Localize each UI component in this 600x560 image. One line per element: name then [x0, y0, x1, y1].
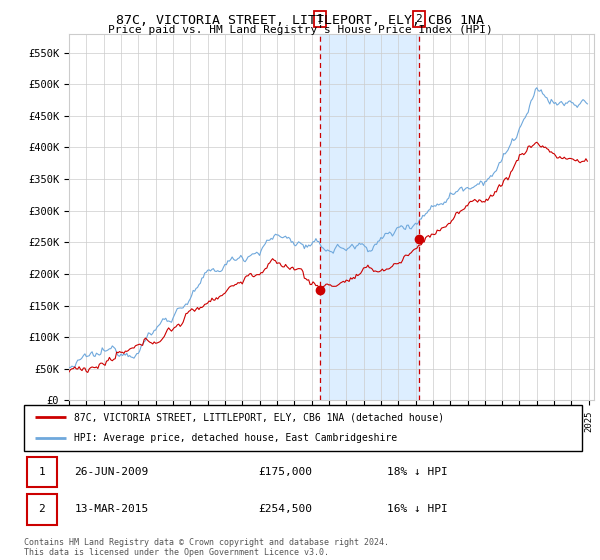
- Text: HPI: Average price, detached house, East Cambridgeshire: HPI: Average price, detached house, East…: [74, 433, 397, 444]
- Text: Price paid vs. HM Land Registry's House Price Index (HPI): Price paid vs. HM Land Registry's House …: [107, 25, 493, 35]
- Bar: [27, 494, 58, 525]
- Text: 1: 1: [38, 467, 45, 477]
- Text: £254,500: £254,500: [259, 505, 313, 514]
- Text: 87C, VICTORIA STREET, LITTLEPORT, ELY, CB6 1NA (detached house): 87C, VICTORIA STREET, LITTLEPORT, ELY, C…: [74, 412, 445, 422]
- Text: 2: 2: [415, 14, 422, 24]
- Text: 16% ↓ HPI: 16% ↓ HPI: [387, 505, 448, 514]
- Text: 2: 2: [38, 505, 45, 514]
- Bar: [27, 456, 58, 487]
- Bar: [320, 34, 419, 400]
- Text: £175,000: £175,000: [259, 467, 313, 477]
- Text: 26-JUN-2009: 26-JUN-2009: [74, 467, 148, 477]
- Text: Contains HM Land Registry data © Crown copyright and database right 2024.
This d: Contains HM Land Registry data © Crown c…: [24, 538, 389, 557]
- Text: 1: 1: [317, 14, 323, 24]
- Text: 87C, VICTORIA STREET, LITTLEPORT, ELY, CB6 1NA: 87C, VICTORIA STREET, LITTLEPORT, ELY, C…: [116, 14, 484, 27]
- Text: 13-MAR-2015: 13-MAR-2015: [74, 505, 148, 514]
- Text: 18% ↓ HPI: 18% ↓ HPI: [387, 467, 448, 477]
